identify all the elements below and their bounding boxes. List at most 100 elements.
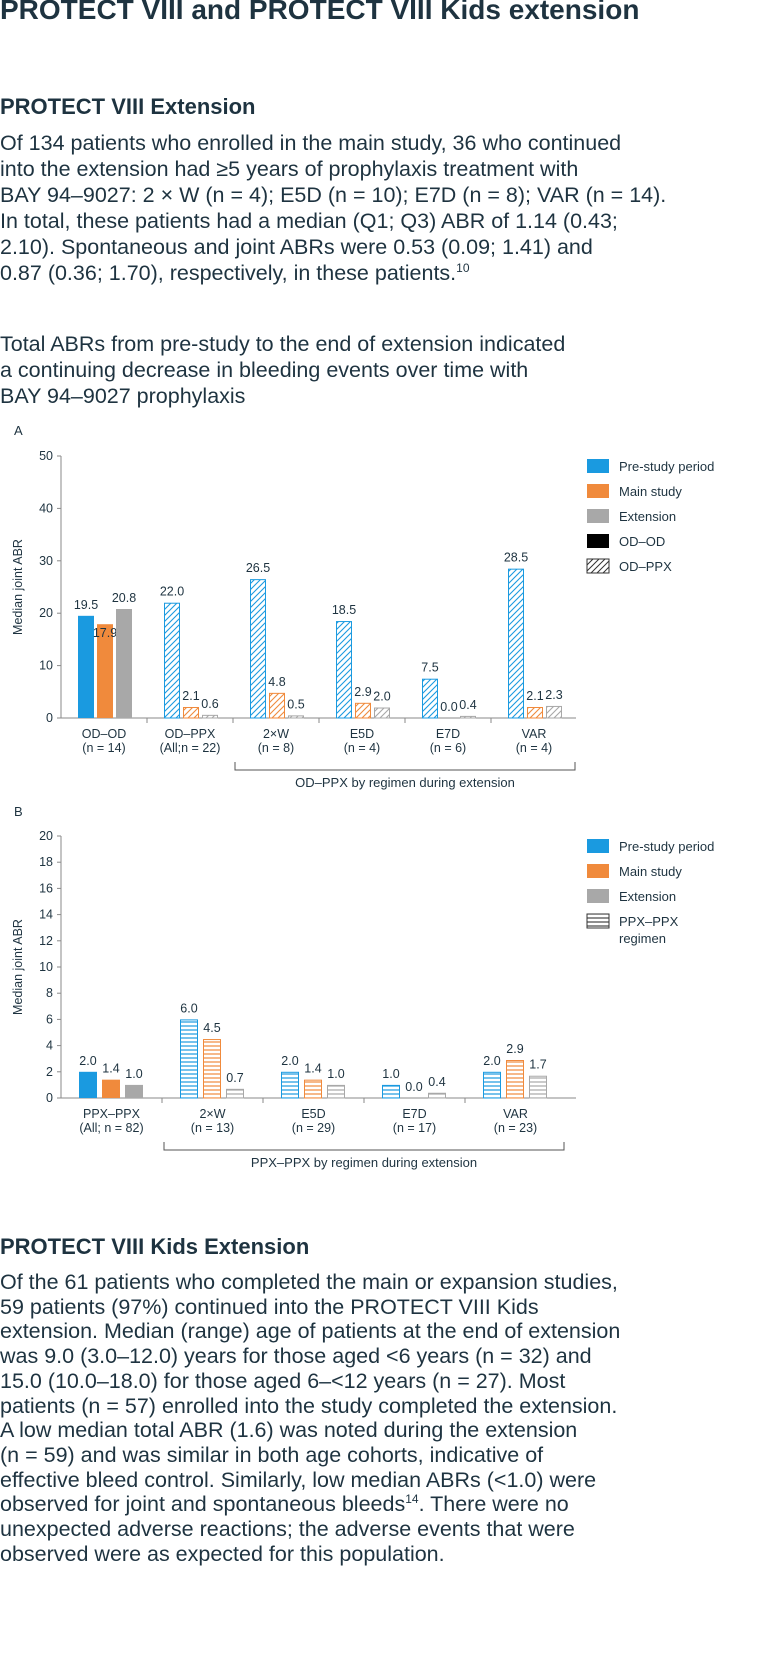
bar [125, 1084, 143, 1098]
kids-extension-paragraph: Of the 61 patients who completed the mai… [0, 1270, 774, 1566]
bar [304, 1079, 322, 1099]
data-label: 0.5 [287, 697, 304, 711]
data-label: 0.7 [226, 1071, 243, 1085]
data-label: 7.5 [421, 661, 438, 675]
category-sublabel: (n = 4) [344, 741, 380, 755]
legend-swatch [587, 889, 609, 903]
y-axis-label: Median joint ABR [11, 539, 25, 635]
legend-swatch [587, 839, 609, 853]
data-label: 6.0 [180, 1001, 197, 1015]
legend-label: Main study [619, 864, 682, 879]
y-tick-label: 20 [39, 606, 53, 620]
bar [250, 579, 266, 719]
bar [460, 715, 476, 719]
data-label: 1.4 [102, 1062, 119, 1076]
legend-label: regimen [619, 931, 666, 946]
category-sublabel: (n = 13) [191, 1121, 234, 1135]
legend-label: PPX–PPX [619, 914, 679, 929]
bar [102, 1079, 120, 1098]
legend-swatch [587, 484, 609, 498]
paragraph-line-text: 0.87 (0.36; 1.70), respectively, in thes… [0, 261, 457, 285]
paragraph-line: into the extension had ≥5 years of proph… [0, 157, 579, 181]
y-tick-label: 12 [39, 934, 53, 948]
paragraph-line: BAY 94–9027 prophylaxis [0, 384, 246, 408]
data-label: 2.3 [545, 688, 562, 702]
category-label: E5D [301, 1107, 325, 1121]
category-label: E7D [402, 1107, 426, 1121]
bar [483, 1071, 501, 1099]
paragraph-line: effective bleed control. Similarly, low … [0, 1467, 597, 1492]
bracket-label: OD–PPX by regimen during extension [295, 775, 515, 790]
data-label: 22.0 [160, 585, 184, 599]
bar [506, 1060, 524, 1099]
bar [202, 714, 218, 719]
category-sublabel: (n = 6) [430, 741, 466, 755]
paragraph-line: 2.10). Spontaneous and joint ABRs were 0… [0, 235, 593, 259]
bar [226, 1088, 244, 1099]
category-label: OD–PPX [165, 727, 216, 741]
data-label: 1.0 [327, 1067, 344, 1081]
category-sublabel: (All; n = 82) [79, 1121, 143, 1135]
legend-swatch [587, 509, 609, 523]
data-label: 1.0 [382, 1067, 399, 1081]
data-label: 2.1 [182, 689, 199, 703]
bar [422, 678, 438, 719]
data-label: 26.5 [246, 561, 270, 575]
paragraph-line: was 9.0 (3.0–12.0) years for those aged … [0, 1344, 592, 1369]
panel-label: B [14, 804, 23, 819]
bar [183, 706, 199, 719]
data-label: 28.5 [504, 551, 528, 565]
data-label: 4.5 [203, 1021, 220, 1035]
paragraph-line: (n = 59) and was similar in both age coh… [0, 1442, 544, 1467]
legend-swatch [586, 558, 610, 574]
reference-superscript: 14 [405, 1492, 419, 1507]
y-tick-label: 4 [46, 1039, 53, 1053]
bar [288, 715, 304, 719]
y-tick-label: 10 [39, 659, 53, 673]
data-label: 2.9 [506, 1042, 523, 1056]
bar [508, 568, 524, 719]
data-label: 1.0 [125, 1067, 142, 1081]
data-label: 2.0 [79, 1054, 96, 1068]
y-tick-label: 14 [39, 908, 53, 922]
bar [97, 624, 113, 718]
extension-summary-paragraph: Of 134 patients who enrolled in the main… [0, 130, 774, 286]
legend-swatch [587, 459, 609, 473]
category-sublabel: (n = 17) [393, 1121, 436, 1135]
y-tick-label: 18 [39, 855, 53, 869]
category-label: E5D [350, 727, 374, 741]
bar [428, 1092, 446, 1099]
data-label: 2.0 [373, 690, 390, 704]
regimen-bracket [163, 1142, 565, 1151]
data-label: 20.8 [112, 591, 136, 605]
paragraph-line: 59 patients (97%) continued into the PRO… [0, 1294, 539, 1319]
y-tick-label: 20 [39, 829, 53, 843]
bar [281, 1071, 299, 1099]
bar [269, 692, 285, 719]
paragraph-line: 15.0 (10.0–18.0) for those aged 6–<12 ye… [0, 1368, 566, 1393]
paragraph-line: patients (n = 57) enrolled into the stud… [0, 1393, 618, 1418]
category-label: 2×W [199, 1107, 225, 1121]
paragraph-line: Total ABRs from pre-study to the end of … [0, 332, 566, 356]
section-heading-protect-viii-extension: PROTECT VIII Extension [0, 94, 256, 119]
bar [546, 705, 562, 719]
legend-label: Pre-study period [619, 839, 714, 854]
category-label: E7D [436, 727, 460, 741]
category-label: 2×W [263, 727, 289, 741]
bar [78, 615, 94, 718]
category-sublabel: (n = 29) [292, 1121, 335, 1135]
bar [336, 621, 352, 719]
y-tick-label: 6 [46, 1012, 53, 1026]
paragraph-line: observed were as expected for this popul… [0, 1541, 445, 1566]
panel-label: A [14, 423, 23, 438]
legend-label: Extension [619, 509, 676, 524]
y-tick-label: 0 [46, 711, 53, 725]
legend-swatch [587, 534, 609, 548]
section-heading-protect-viii-kids-extension: PROTECT VIII Kids Extension [0, 1234, 310, 1259]
y-tick-label: 10 [39, 960, 53, 974]
paragraph-line: 0.87 (0.36; 1.70), respectively, in thes… [0, 260, 774, 286]
y-axis-label: Median joint ABR [11, 919, 25, 1015]
paragraph-line-text: . There were no [418, 1492, 569, 1517]
legend-label: OD–PPX [619, 559, 672, 574]
reference-superscript: 10 [456, 260, 470, 275]
